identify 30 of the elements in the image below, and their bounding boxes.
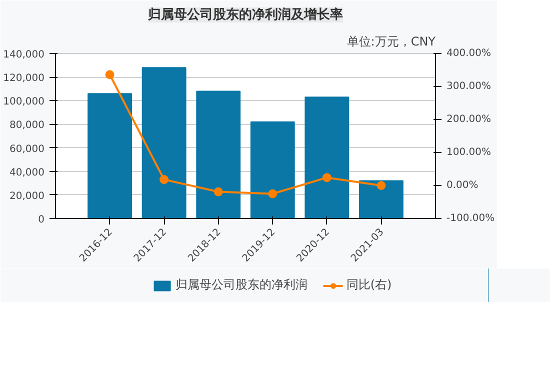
chart-title: 归属母公司股东的净利润及增长率: [147, 6, 343, 22]
text: 单位:万元，CNY: [346, 34, 436, 48]
bar: [304, 96, 350, 218]
y-tick-label: 0: [38, 214, 45, 226]
y-tick-label: 120,000: [3, 73, 45, 84]
bar: [88, 93, 132, 218]
y2-tick-label: 400.00%: [446, 48, 491, 59]
bar: [142, 67, 186, 218]
bar: [250, 121, 295, 218]
point: [268, 189, 278, 198]
y-tick-label: 80,000: [10, 120, 45, 132]
legend-label: 归属母公司股东的净利润: [175, 276, 308, 294]
point: [214, 187, 223, 196]
y-tick-label: 20,000: [10, 190, 45, 202]
legend-label: 同比(右): [346, 276, 392, 294]
y2-tick-label: -100.00%: [446, 213, 495, 224]
point: [376, 181, 386, 190]
point: [322, 173, 332, 182]
y-tick-label: 60,000: [10, 144, 45, 155]
point: [105, 70, 114, 80]
y-tick-label: 100,000: [3, 96, 45, 108]
bar: [196, 90, 241, 218]
point: [160, 175, 169, 184]
y2-tick-label: 200.00%: [446, 114, 491, 125]
y-tick-label: 140,000: [3, 50, 45, 60]
y2-tick-label: 100.00%: [446, 147, 491, 158]
bar: [359, 180, 404, 218]
y2-tick-label: 0.00%: [446, 180, 478, 191]
y2-tick-label: 300.00%: [446, 81, 491, 92]
y-tick-label: 40,000: [10, 167, 45, 178]
